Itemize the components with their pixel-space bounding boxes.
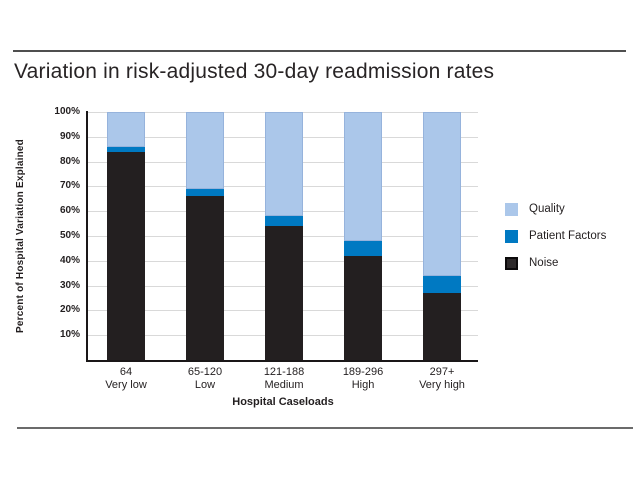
y-tick-label: 100% [54,106,80,117]
bar-segment-noise [265,226,303,360]
x-tick-label: 65-120 Low [165,366,245,392]
y-tick-label: 10% [59,329,80,341]
x-axis-title: Hospital Caseloads [232,396,334,408]
top-divider [13,50,626,52]
bar-segment-quality [186,112,224,189]
x-tick-level: Low [194,379,216,391]
x-axis-line [86,360,478,362]
bar-segment-noise [344,255,382,360]
x-tick-range: 297+ [429,366,455,378]
x-tick-range: 189-296 [342,366,384,378]
page-title: Variation in risk-adjusted 30-day readmi… [14,60,495,83]
y-axis-title: Percent of Hospital Variation Explained [14,139,26,333]
bar-segment-patient-factors [423,275,461,294]
y-tick-label: 90% [59,130,80,142]
bar-group-very-low [107,112,145,360]
x-tick-label: 121-188 Medium [244,366,324,392]
bottom-divider [17,427,633,429]
bar-segment-noise [107,151,145,360]
bar-group-high [344,112,382,360]
bar-segment-noise [423,293,461,360]
bar-segment-quality [265,112,303,217]
y-tick-label: 40% [59,254,80,266]
legend-swatch-noise [505,257,518,270]
bar-segment-patient-factors [186,188,224,197]
bar-segment-quality [107,112,145,147]
legend-item-noise: Noise [505,257,606,270]
x-tick-label: 297+ Very high [402,366,482,392]
bar-segment-quality [344,112,382,241]
y-axis-line [86,111,88,362]
bar-group-very-high [423,112,461,360]
legend: Quality Patient Factors Noise [505,203,606,284]
bar-segment-patient-factors [107,146,145,152]
bar-group-low [186,112,224,360]
legend-swatch-quality [505,203,518,216]
y-tick-label: 50% [59,230,80,241]
x-tick-level: Very high [419,379,465,391]
x-tick-range: 65-120 [187,366,223,378]
y-tick-label: 60% [59,205,80,217]
bar-segment-noise [186,196,224,360]
y-tick-label: 30% [59,279,80,291]
x-tick-range: 121-188 [263,366,305,378]
x-tick-level: High [351,379,375,391]
y-tick-label: 70% [59,180,80,192]
bar-segment-quality [423,112,461,276]
x-tick-range: 64 [119,366,133,378]
legend-item-patient-factors: Patient Factors [505,230,606,243]
legend-label: Noise [529,257,559,269]
x-tick-label: 64 Very low [86,366,166,392]
y-tick-label: 80% [59,155,80,167]
legend-label: Patient Factors [529,230,607,242]
legend-label: Quality [529,203,565,215]
legend-item-quality: Quality [505,203,606,216]
bar-group-medium [265,112,303,360]
plot-area [88,112,478,360]
legend-swatch-patient-factors [505,230,518,243]
x-tick-level: Very low [105,379,147,391]
x-tick-label: 189-296 High [323,366,403,392]
bar-segment-patient-factors [344,240,382,256]
bar-segment-patient-factors [265,216,303,227]
y-tick-label: 20% [59,304,80,316]
x-tick-level: Medium [264,379,304,391]
